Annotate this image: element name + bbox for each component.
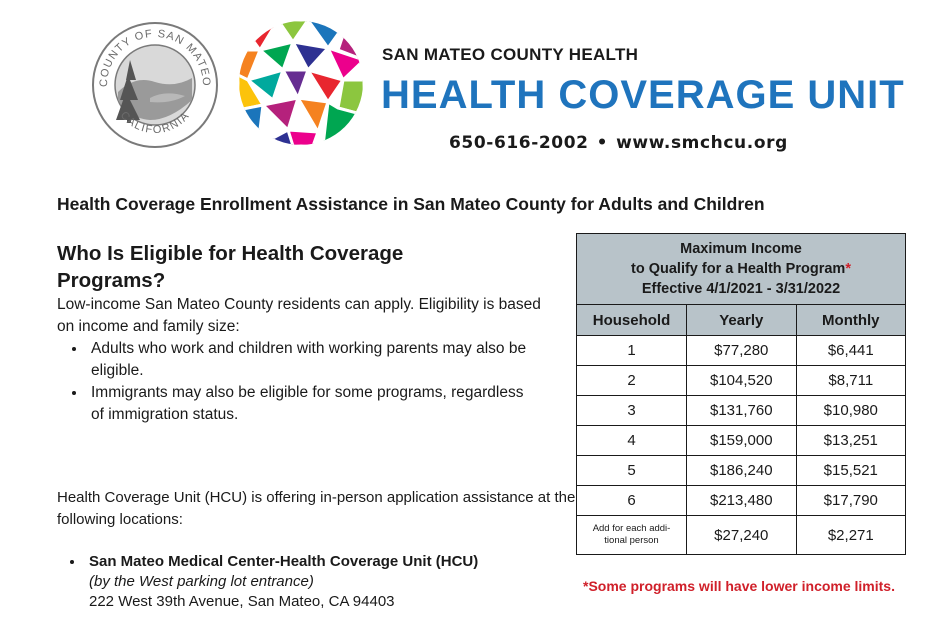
mosaic-shard (239, 21, 281, 53)
income-limits-table: Maximum Income to Qualify for a Health P… (575, 233, 907, 555)
income-footnote: *Some programs will have lower income li… (583, 578, 895, 594)
unit-name: HEALTH COVERAGE UNIT (381, 73, 905, 117)
table-row: 4 $159,000 $13,251 (575, 425, 907, 456)
household-cell: 3 (575, 395, 688, 426)
mosaic-shard (244, 67, 286, 103)
location-note: (by the West parking lot entrance) (89, 573, 314, 590)
monthly-cell: $2,271 (795, 515, 907, 555)
location-address: 222 West 39th Avenue, San Mateo, CA 9440… (89, 593, 395, 610)
household-cell: 6 (575, 485, 688, 516)
mosaic-shard (325, 45, 363, 83)
monthly-cell: $15,521 (795, 455, 907, 486)
yearly-cell: $213,480 (686, 485, 797, 516)
mosaic-shard (285, 128, 321, 145)
table-row: 3 $131,760 $10,980 (575, 395, 907, 426)
household-cell: 1 (575, 335, 688, 366)
yearly-cell: $77,280 (686, 335, 797, 366)
organization-name: SAN MATEO COUNTY HEALTH (382, 45, 639, 64)
table-row: 1 $77,280 $6,441 (575, 335, 907, 366)
yearly-cell: $27,240 (686, 515, 797, 555)
table-row-additional-person: Add for each addi- tional person $27,240… (575, 515, 907, 555)
monthly-cell: $6,441 (795, 335, 907, 366)
table-title: Maximum Income to Qualify for a Health P… (576, 233, 906, 305)
eligibility-bullet: Immigrants may also be eligible for some… (87, 382, 537, 426)
assistance-intro: Health Coverage Unit (HCU) is offering i… (57, 489, 576, 528)
eligibility-intro: Low-income San Mateo County residents ca… (57, 296, 541, 335)
mosaic-shard (321, 99, 363, 145)
bullet-separator: • (596, 133, 609, 153)
mosaic-shard (256, 39, 296, 73)
hcu-mosaic-logo (238, 20, 364, 146)
location-list: San Mateo Medical Center-Health Coverage… (57, 552, 605, 612)
location-name: San Mateo Medical Center-Health Coverage… (89, 553, 479, 570)
column-header-yearly: Yearly (686, 304, 797, 336)
yearly-cell: $159,000 (686, 425, 797, 456)
mosaic-shard (304, 67, 346, 105)
table-row: 2 $104,520 $8,711 (575, 365, 907, 396)
mosaic-shard (275, 21, 311, 45)
table-row: 5 $186,240 $15,521 (575, 455, 907, 486)
table-row: 6 $213,480 $17,790 (575, 485, 907, 516)
eligibility-section: Who Is Eligible for Health Coverage Prog… (57, 240, 557, 426)
monthly-cell: $17,790 (795, 485, 907, 516)
table-title-line: to Qualify for a Health Program* (577, 259, 905, 279)
yearly-cell: $131,760 (686, 395, 797, 426)
household-cell: 4 (575, 425, 688, 456)
table-title-line: Maximum Income (680, 241, 802, 257)
table-title-text: to Qualify for a Health Program (631, 261, 846, 277)
website-link[interactable]: www.smchcu.org (616, 133, 788, 153)
mosaic-shard (290, 40, 331, 73)
county-seal-logo: COUNTY OF SAN MATEO CALIFORNIA (90, 20, 220, 150)
contact-line: 650-616-2002 • www.smchcu.org (449, 133, 788, 153)
household-cell: 5 (575, 455, 688, 486)
table-title-line: Effective 4/1/2021 - 3/31/2022 (641, 281, 841, 297)
mosaic-shard (239, 103, 265, 145)
main-heading: Health Coverage Enrollment Assistance in… (57, 194, 765, 214)
eligibility-bullets: Adults who work and children with workin… (57, 338, 537, 426)
monthly-cell: $8,711 (795, 365, 907, 396)
household-cell: 2 (575, 365, 688, 396)
mosaic-shard (259, 96, 301, 133)
monthly-cell: $13,251 (795, 425, 907, 456)
mosaic-shard (280, 68, 311, 102)
additional-label-line: tional person (604, 535, 659, 546)
yearly-cell: $186,240 (686, 455, 797, 486)
monthly-cell: $10,980 (795, 395, 907, 426)
additional-label-line: Add for each addi- (592, 523, 671, 534)
eligibility-heading: Who Is Eligible for Health Coverage Prog… (57, 242, 404, 292)
yearly-cell: $104,520 (686, 365, 797, 396)
phone-number: 650-616-2002 (449, 133, 589, 153)
asterisk-mark: * (845, 261, 851, 277)
mosaic-shard (336, 78, 363, 117)
mosaic-shard (295, 96, 330, 136)
household-cell-additional: Add for each addi- tional person (575, 515, 688, 555)
location-item: San Mateo Medical Center-Health Coverage… (85, 552, 605, 612)
column-header-monthly: Monthly (795, 304, 907, 336)
eligibility-bullet: Adults who work and children with workin… (87, 338, 537, 382)
column-header-household: Household (575, 304, 688, 336)
